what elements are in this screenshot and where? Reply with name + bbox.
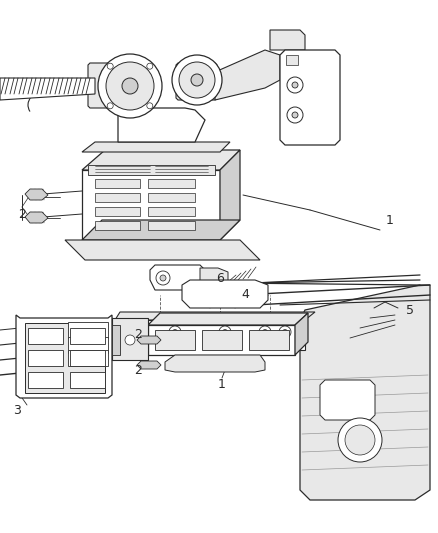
Circle shape — [259, 326, 271, 338]
Polygon shape — [220, 150, 240, 240]
Circle shape — [345, 425, 375, 455]
Polygon shape — [295, 313, 308, 355]
Circle shape — [338, 418, 382, 462]
Polygon shape — [95, 179, 140, 188]
Polygon shape — [82, 170, 220, 240]
Polygon shape — [200, 268, 228, 287]
Polygon shape — [70, 350, 105, 366]
Text: 4: 4 — [241, 288, 249, 302]
Circle shape — [219, 326, 231, 338]
Polygon shape — [68, 322, 108, 338]
Polygon shape — [320, 380, 375, 420]
Polygon shape — [280, 50, 340, 145]
Circle shape — [262, 329, 268, 335]
Polygon shape — [118, 108, 205, 142]
Text: 2: 2 — [18, 208, 26, 222]
Polygon shape — [95, 221, 140, 230]
Circle shape — [191, 74, 203, 86]
Circle shape — [292, 112, 298, 118]
Polygon shape — [148, 207, 195, 216]
Circle shape — [287, 77, 303, 93]
Polygon shape — [137, 336, 161, 344]
Polygon shape — [300, 285, 430, 500]
Polygon shape — [137, 361, 161, 369]
Polygon shape — [95, 207, 140, 216]
Circle shape — [107, 63, 113, 69]
Text: 1: 1 — [218, 378, 226, 392]
Text: 2: 2 — [134, 364, 142, 376]
Polygon shape — [202, 330, 242, 350]
Polygon shape — [249, 330, 289, 350]
Polygon shape — [70, 372, 105, 388]
Polygon shape — [0, 78, 95, 100]
Circle shape — [223, 329, 227, 335]
Polygon shape — [115, 320, 305, 350]
Polygon shape — [68, 337, 108, 353]
Polygon shape — [88, 63, 130, 108]
Circle shape — [106, 62, 154, 110]
Text: 1: 1 — [386, 214, 394, 227]
Polygon shape — [112, 318, 148, 360]
Text: 5: 5 — [406, 303, 414, 317]
Polygon shape — [148, 179, 195, 188]
Circle shape — [169, 326, 181, 338]
Polygon shape — [65, 240, 260, 260]
Polygon shape — [182, 280, 268, 308]
Polygon shape — [176, 63, 217, 100]
Polygon shape — [25, 189, 48, 200]
Polygon shape — [155, 330, 195, 350]
Polygon shape — [148, 193, 195, 202]
Polygon shape — [112, 325, 120, 355]
Polygon shape — [28, 372, 63, 388]
Circle shape — [179, 62, 215, 98]
Polygon shape — [28, 350, 63, 366]
Circle shape — [287, 107, 303, 123]
Circle shape — [160, 275, 166, 281]
Circle shape — [147, 63, 153, 69]
Circle shape — [292, 82, 298, 88]
Circle shape — [279, 326, 291, 338]
Polygon shape — [88, 165, 215, 175]
Polygon shape — [70, 328, 105, 344]
Circle shape — [172, 55, 222, 105]
Circle shape — [283, 329, 287, 335]
Polygon shape — [165, 355, 265, 372]
Polygon shape — [25, 323, 105, 393]
Polygon shape — [82, 220, 240, 240]
Polygon shape — [148, 313, 308, 325]
Polygon shape — [215, 50, 280, 100]
Polygon shape — [25, 212, 48, 223]
Circle shape — [98, 54, 162, 118]
Circle shape — [125, 335, 135, 345]
Polygon shape — [82, 150, 240, 170]
Polygon shape — [16, 315, 112, 398]
Polygon shape — [115, 312, 315, 320]
Polygon shape — [148, 325, 295, 355]
Text: 6: 6 — [216, 271, 224, 285]
Circle shape — [156, 271, 170, 285]
Polygon shape — [270, 30, 305, 50]
Polygon shape — [68, 350, 108, 366]
Circle shape — [173, 329, 177, 335]
Polygon shape — [286, 55, 298, 65]
Polygon shape — [150, 265, 205, 290]
Circle shape — [107, 103, 113, 109]
Polygon shape — [148, 221, 195, 230]
Polygon shape — [95, 193, 140, 202]
Polygon shape — [28, 328, 63, 344]
Circle shape — [122, 78, 138, 94]
Polygon shape — [82, 142, 230, 152]
Text: 3: 3 — [13, 403, 21, 416]
Circle shape — [147, 103, 153, 109]
Text: 2: 2 — [134, 328, 142, 342]
